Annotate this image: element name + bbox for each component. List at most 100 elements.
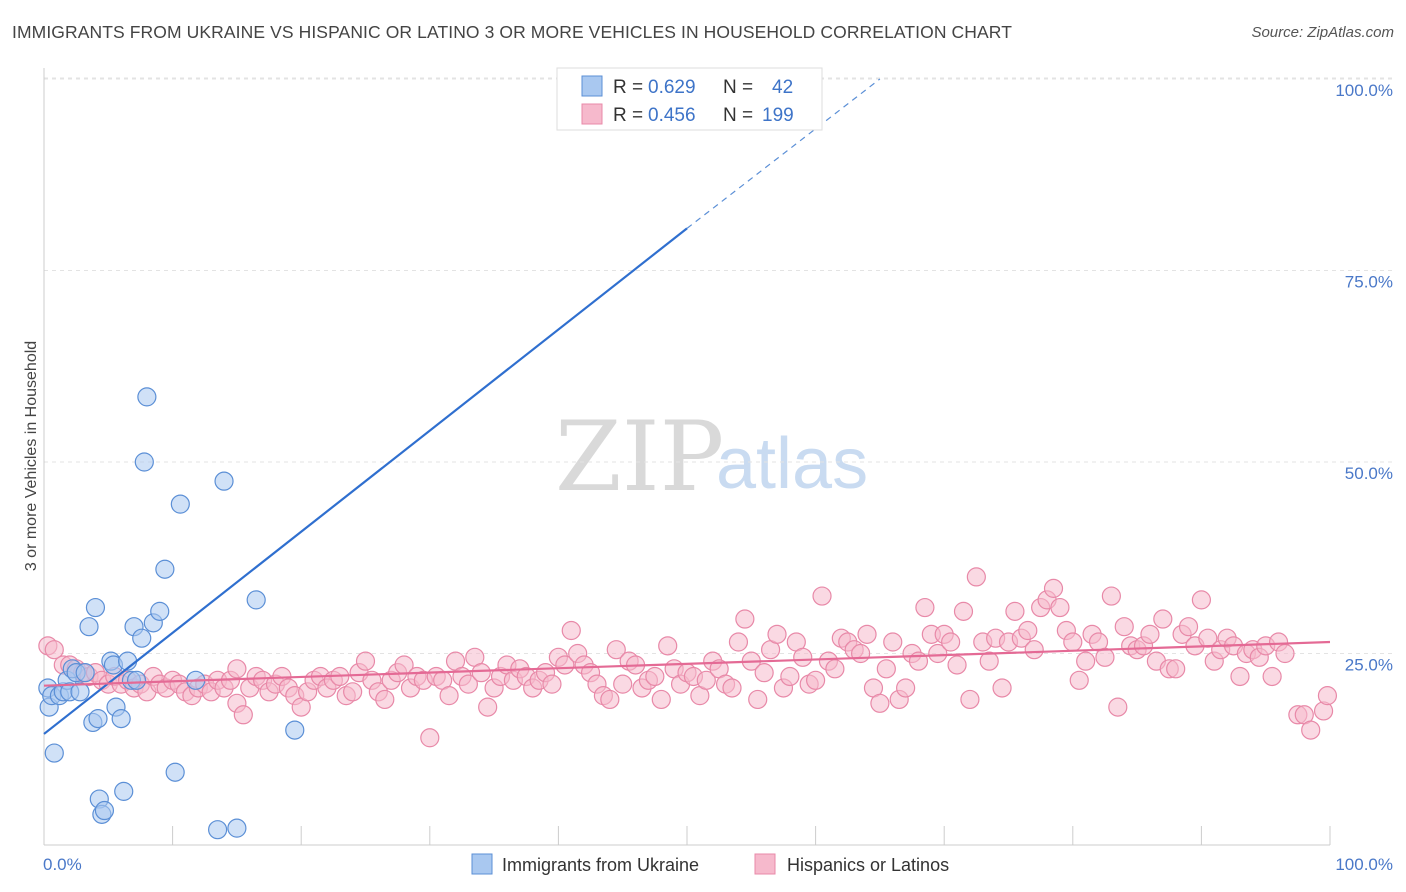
hispanics-point [613,674,633,694]
hispanics-point [1114,617,1134,637]
legend-swatch-hispanics [581,103,603,125]
hispanics-point [1301,720,1321,740]
hispanics-point [1050,597,1070,618]
hispanics-point [966,567,986,587]
grid-lines [44,77,1395,654]
hispanics-point [439,686,459,706]
hispanics-point [953,601,974,621]
hispanics-point [793,647,813,667]
bottom-legend-label-ukraine: Immigrants from Ukraine [502,855,699,875]
hispanics-point [876,659,896,679]
hispanics-point [1140,624,1160,644]
hispanics-point [812,586,832,606]
ukraine-point [170,494,190,514]
source-label: Source: ZipAtlas.com [1251,24,1394,41]
hispanics-point [780,666,800,687]
hispanics-point [44,640,64,660]
ukraine-point [44,743,64,763]
bottom-legend-swatch-hispanics [754,853,776,875]
ukraine-point [208,820,228,840]
hispanics-point [1166,659,1186,679]
hispanics-point [728,632,749,652]
x-tick-label-max: 100.0% [1335,855,1393,874]
hispanics-point [343,682,363,702]
legend-n-label-ukraine: N = [723,77,753,98]
ukraine-point [150,601,170,621]
ukraine-point [111,709,131,729]
hispanics-point [420,728,440,748]
hispanics-point [458,674,478,694]
legend-n-label-hispanics: N = [723,105,753,126]
hispanics-point [735,609,755,629]
hispanics-point [870,693,890,713]
ukraine-point [85,597,106,618]
ukraine-point [134,452,154,472]
hispanics-point [600,689,620,710]
legend-r-label-ukraine: R = [613,77,643,98]
hispanics-point [1095,647,1115,667]
ukraine-point [114,781,134,801]
hispanics-point [883,632,903,652]
hispanics-point [748,689,768,710]
legend-n-value-ukraine: 42 [772,77,793,98]
watermark-zip: ZIP [555,401,724,513]
hispanics-point [1101,586,1121,606]
hispanics-point [1275,643,1295,664]
legend-r-label-hispanics: R = [613,105,643,126]
hispanics-point [1024,640,1044,660]
hispanics-point [722,678,742,698]
hispanics-trend-line [43,640,1331,687]
hispanics-point [754,663,774,683]
bottom-legend-label-hispanics: Hispanics or Latinos [787,855,949,875]
ukraine-point [155,559,175,579]
hispanics-point [355,651,376,671]
hispanics-point [979,651,999,671]
hispanics-point [658,636,678,656]
ukraine-point [88,709,108,729]
chart-title: IMMIGRANTS FROM UKRAINE VS HISPANIC OR L… [12,22,1013,42]
hispanics-point [1043,578,1064,598]
hispanics-point [825,659,845,679]
y-tick-label-100: 100.0% [1335,81,1393,100]
ukraine-point [214,471,234,491]
hispanics-point [1178,617,1199,637]
ukraine-point [132,628,152,648]
ukraine-point [246,590,266,610]
hispanics-point [960,689,980,710]
hispanics-point [767,624,787,644]
y-tick-labels: 25.0% 50.0% 75.0% 100.0% [1335,81,1393,675]
ukraine-point [165,762,185,782]
hispanics-point [1262,666,1282,687]
hispanics-point [478,697,498,717]
hispanics-point [805,670,826,690]
hispanics-point [1108,697,1128,717]
ukraine-trend-line [43,227,688,735]
hispanics-point [233,705,253,725]
axes [43,68,1331,846]
hispanics-point [471,663,491,683]
hispanics-point [645,666,665,687]
ukraine-point [285,720,305,740]
hispanics-point [651,689,671,710]
hispanics-point [227,659,247,679]
ukraine-point [94,800,115,821]
hispanics-point [1076,651,1096,671]
legend: R = 0.629 N = 42 R = 0.456 N = 199 [556,67,823,131]
watermark-atlas: atlas [716,424,868,504]
bottom-legend: Immigrants from Ukraine Hispanics or Lat… [471,853,949,875]
hispanics-point [896,678,916,698]
bottom-legend-swatch-ukraine [471,853,493,875]
legend-r-value-hispanics: 0.456 [648,105,696,126]
hispanics-point [992,678,1012,698]
x-tick-label-min: 0.0% [43,855,82,874]
series-hispanics-points [38,567,1338,748]
ukraine-point [126,670,147,690]
y-tick-label-75: 75.0% [1345,273,1393,292]
hispanics-point [542,674,562,694]
ukraine-point [137,387,157,407]
hispanics-point [851,643,871,664]
hispanics-point [928,643,948,664]
legend-r-value-ukraine: 0.629 [648,77,696,98]
hispanics-point [1230,666,1250,687]
ukraine-point [70,682,90,702]
